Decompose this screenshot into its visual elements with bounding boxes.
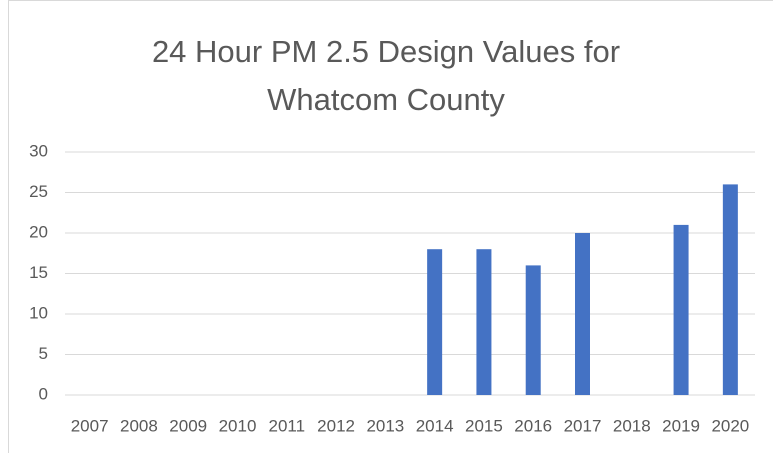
y-tick-label: 25 [29,182,48,201]
x-tick-label: 2013 [366,416,404,435]
x-tick-label: 2019 [662,416,700,435]
x-tick-label: 2011 [269,416,306,435]
bar [673,224,689,395]
x-tick-label: 2017 [564,416,602,435]
bar [722,184,738,395]
x-tick-label: 2016 [514,416,552,435]
y-tick-label: 30 [29,141,48,160]
bar [476,249,492,395]
x-tick-label: 2018 [613,416,651,435]
y-tick-label: 20 [29,222,48,241]
bar [575,233,590,395]
x-tick-label: 2015 [465,416,503,435]
y-tick-label: 10 [29,303,48,322]
x-tick-label: 2009 [169,416,207,435]
y-tick-label: 5 [39,344,48,363]
bar [525,265,541,395]
y-tick-label: 0 [39,384,48,403]
x-tick-label: 2008 [120,416,158,435]
chart-border [8,0,773,453]
bar [427,249,443,395]
x-tick-label: 2012 [317,416,355,435]
chart-title: 24 Hour PM 2.5 Design Values for Whatcom… [151,34,621,117]
x-tick-label: 2014 [416,416,454,435]
x-tick-label: 2020 [711,416,749,435]
x-tick-label: 2010 [219,416,257,435]
y-tick-label: 15 [29,263,48,282]
x-tick-label: 2007 [71,416,109,435]
